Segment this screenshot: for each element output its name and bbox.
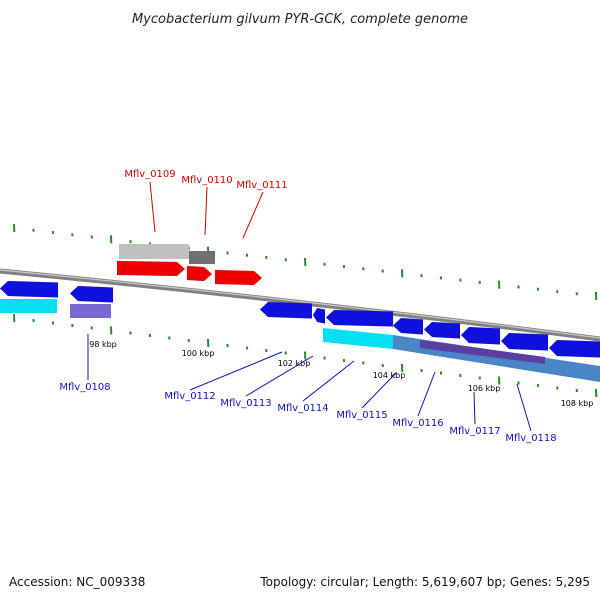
gene-mflv-0116 — [423, 321, 461, 339]
leader-line — [302, 360, 355, 402]
leader-line — [242, 191, 264, 239]
gene-label-mflv-0112: Mflv_0112 — [164, 391, 215, 402]
gene-label-mflv-0109: Mflv_0109 — [124, 169, 175, 180]
scale-label: 106 kbp — [468, 384, 501, 393]
cds-feature-dark — [420, 340, 545, 364]
leader-line — [361, 372, 397, 409]
map-title: Mycobacterium gilvum PYR-GCK, complete g… — [132, 12, 468, 27]
gene-mflv-0107 — [0, 280, 59, 298]
pseudo-feature-dark — [189, 251, 215, 264]
gene-mflv-0108 — [69, 285, 114, 303]
gene-mflv-0119 — [548, 339, 600, 358]
gene-label-mflv-0117: Mflv_0117 — [449, 426, 500, 437]
gene-track — [0, 260, 600, 358]
gene-mflv-0109 — [116, 260, 186, 277]
genome-backbone — [0, 268, 600, 342]
cds-feature — [70, 304, 111, 318]
gene-mflv-0117 — [460, 326, 501, 345]
rna-feature — [323, 328, 393, 349]
gene-mflv-0111 — [214, 269, 263, 286]
gene-mflv-0112 — [259, 301, 313, 319]
backbone-highlight — [0, 269, 600, 339]
scale-label: 98 kbp — [89, 340, 117, 349]
gene-label-mflv-0110: Mflv_0110 — [181, 175, 232, 186]
label-leader-lines — [87, 181, 532, 432]
gene-label-mflv-0113: Mflv_0113 — [220, 398, 271, 409]
gene-mflv-0110 — [186, 265, 213, 282]
gene-mflv-0113 — [312, 307, 326, 324]
kbp-tick-marks — [13, 223, 598, 398]
scale-label: 100 kbp — [182, 349, 215, 358]
leader-line — [189, 351, 283, 391]
backbone-line — [0, 268, 600, 342]
gene-mflv-0114 — [325, 309, 394, 327]
pseudo-feature — [119, 244, 189, 259]
scale-label: 102 kbp — [278, 359, 311, 368]
leader-line — [473, 391, 476, 425]
gene-label-mflv-0114: Mflv_0114 — [277, 403, 328, 414]
leader-line — [204, 186, 208, 236]
leader-line — [149, 181, 156, 233]
leader-line — [245, 355, 314, 397]
leader-line — [516, 383, 532, 432]
topology-text: Topology: circular; Length: 5,619,607 bp… — [259, 575, 590, 589]
scale-labels: 98 kbp 100 kbp 102 kbp 104 kbp 106 kbp 108 kb… — [89, 340, 593, 408]
gene-label-mflv-0108: Mflv_0108 — [59, 382, 110, 393]
scale-label: 104 kbp — [373, 371, 406, 380]
gene-label-mflv-0116: Mflv_0116 — [392, 418, 443, 429]
rna-feature — [0, 299, 57, 313]
gene-mflv-0118 — [500, 332, 549, 351]
gene-label-mflv-0118: Mflv_0118 — [505, 433, 556, 444]
accession-text: Accession: NC_009338 — [9, 575, 145, 589]
gene-mflv-0115 — [392, 317, 424, 335]
scale-label: 108 kbp — [561, 399, 594, 408]
gene-labels: Mflv_0109 Mflv_0110 Mflv_0111 Mflv_0108 Mflv… — [59, 169, 556, 444]
gene-label-mflv-0111: Mflv_0111 — [236, 180, 287, 191]
gene-label-mflv-0115: Mflv_0115 — [336, 410, 387, 421]
leader-line — [417, 371, 436, 417]
feature-track — [0, 244, 600, 382]
